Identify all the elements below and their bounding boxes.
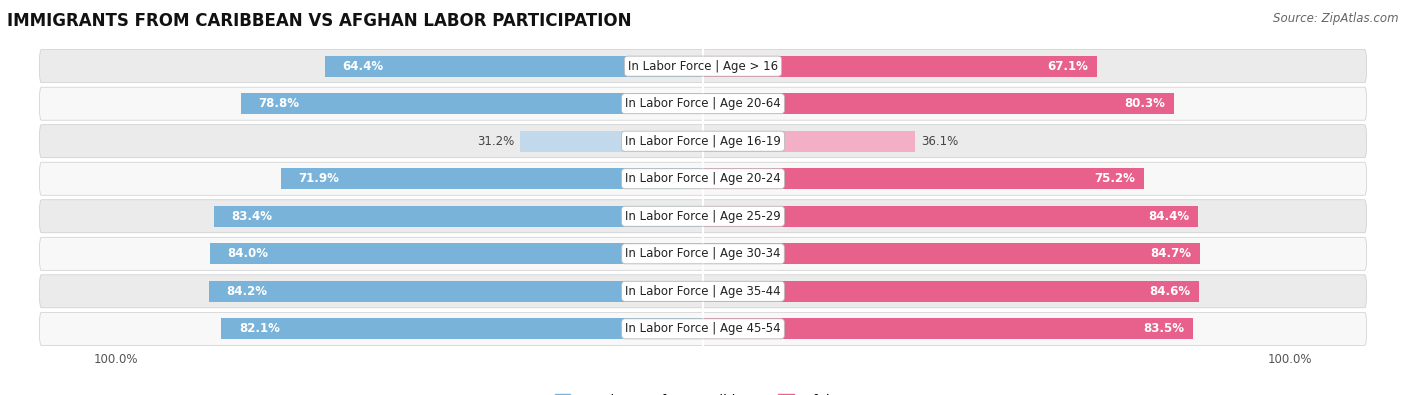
- Text: In Labor Force | Age 35-44: In Labor Force | Age 35-44: [626, 285, 780, 298]
- Bar: [209, 243, 703, 264]
- Text: 75.2%: 75.2%: [1095, 172, 1136, 185]
- FancyBboxPatch shape: [39, 87, 1367, 120]
- Bar: [520, 131, 703, 152]
- Text: 67.1%: 67.1%: [1047, 60, 1088, 73]
- Bar: [209, 281, 703, 302]
- FancyBboxPatch shape: [39, 50, 1367, 83]
- Text: In Labor Force | Age 30-34: In Labor Force | Age 30-34: [626, 247, 780, 260]
- Text: 82.1%: 82.1%: [239, 322, 280, 335]
- Bar: [703, 318, 1194, 339]
- Text: In Labor Force | Age 45-54: In Labor Force | Age 45-54: [626, 322, 780, 335]
- Text: IMMIGRANTS FROM CARIBBEAN VS AFGHAN LABOR PARTICIPATION: IMMIGRANTS FROM CARIBBEAN VS AFGHAN LABO…: [7, 12, 631, 30]
- FancyBboxPatch shape: [39, 312, 1367, 345]
- Text: 84.6%: 84.6%: [1150, 285, 1191, 298]
- Text: 71.9%: 71.9%: [298, 172, 339, 185]
- Text: 84.4%: 84.4%: [1149, 210, 1189, 223]
- Text: In Labor Force | Age 20-24: In Labor Force | Age 20-24: [626, 172, 780, 185]
- FancyBboxPatch shape: [39, 275, 1367, 308]
- Text: In Labor Force | Age > 16: In Labor Force | Age > 16: [628, 60, 778, 73]
- Text: 83.4%: 83.4%: [231, 210, 273, 223]
- FancyBboxPatch shape: [39, 162, 1367, 195]
- FancyBboxPatch shape: [39, 237, 1367, 270]
- Bar: [703, 131, 915, 152]
- FancyBboxPatch shape: [39, 125, 1367, 158]
- Legend: Immigrants from Caribbean, Afghan: Immigrants from Caribbean, Afghan: [554, 394, 852, 395]
- Bar: [703, 243, 1201, 264]
- Text: 78.8%: 78.8%: [259, 97, 299, 110]
- Text: 84.2%: 84.2%: [226, 285, 267, 298]
- Bar: [703, 56, 1097, 77]
- Bar: [703, 93, 1174, 114]
- Text: In Labor Force | Age 25-29: In Labor Force | Age 25-29: [626, 210, 780, 223]
- Text: Source: ZipAtlas.com: Source: ZipAtlas.com: [1274, 12, 1399, 25]
- Bar: [221, 318, 703, 339]
- Text: In Labor Force | Age 16-19: In Labor Force | Age 16-19: [626, 135, 780, 148]
- Bar: [240, 93, 703, 114]
- Text: 64.4%: 64.4%: [343, 60, 384, 73]
- Bar: [325, 56, 703, 77]
- Text: 31.2%: 31.2%: [477, 135, 515, 148]
- Text: 84.7%: 84.7%: [1150, 247, 1191, 260]
- Text: 83.5%: 83.5%: [1143, 322, 1184, 335]
- Bar: [703, 281, 1199, 302]
- Bar: [703, 206, 1198, 227]
- Bar: [703, 168, 1144, 189]
- Text: In Labor Force | Age 20-64: In Labor Force | Age 20-64: [626, 97, 780, 110]
- FancyBboxPatch shape: [39, 200, 1367, 233]
- Text: 80.3%: 80.3%: [1125, 97, 1166, 110]
- Text: 84.0%: 84.0%: [228, 247, 269, 260]
- Text: 36.1%: 36.1%: [921, 135, 957, 148]
- Bar: [214, 206, 703, 227]
- Bar: [281, 168, 703, 189]
